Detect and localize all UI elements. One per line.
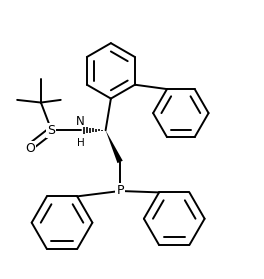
Text: O: O [26,142,36,155]
Text: P: P [116,184,124,198]
Text: N: N [76,115,85,128]
Polygon shape [106,130,123,163]
Text: S: S [48,124,55,137]
Text: H: H [77,138,84,148]
